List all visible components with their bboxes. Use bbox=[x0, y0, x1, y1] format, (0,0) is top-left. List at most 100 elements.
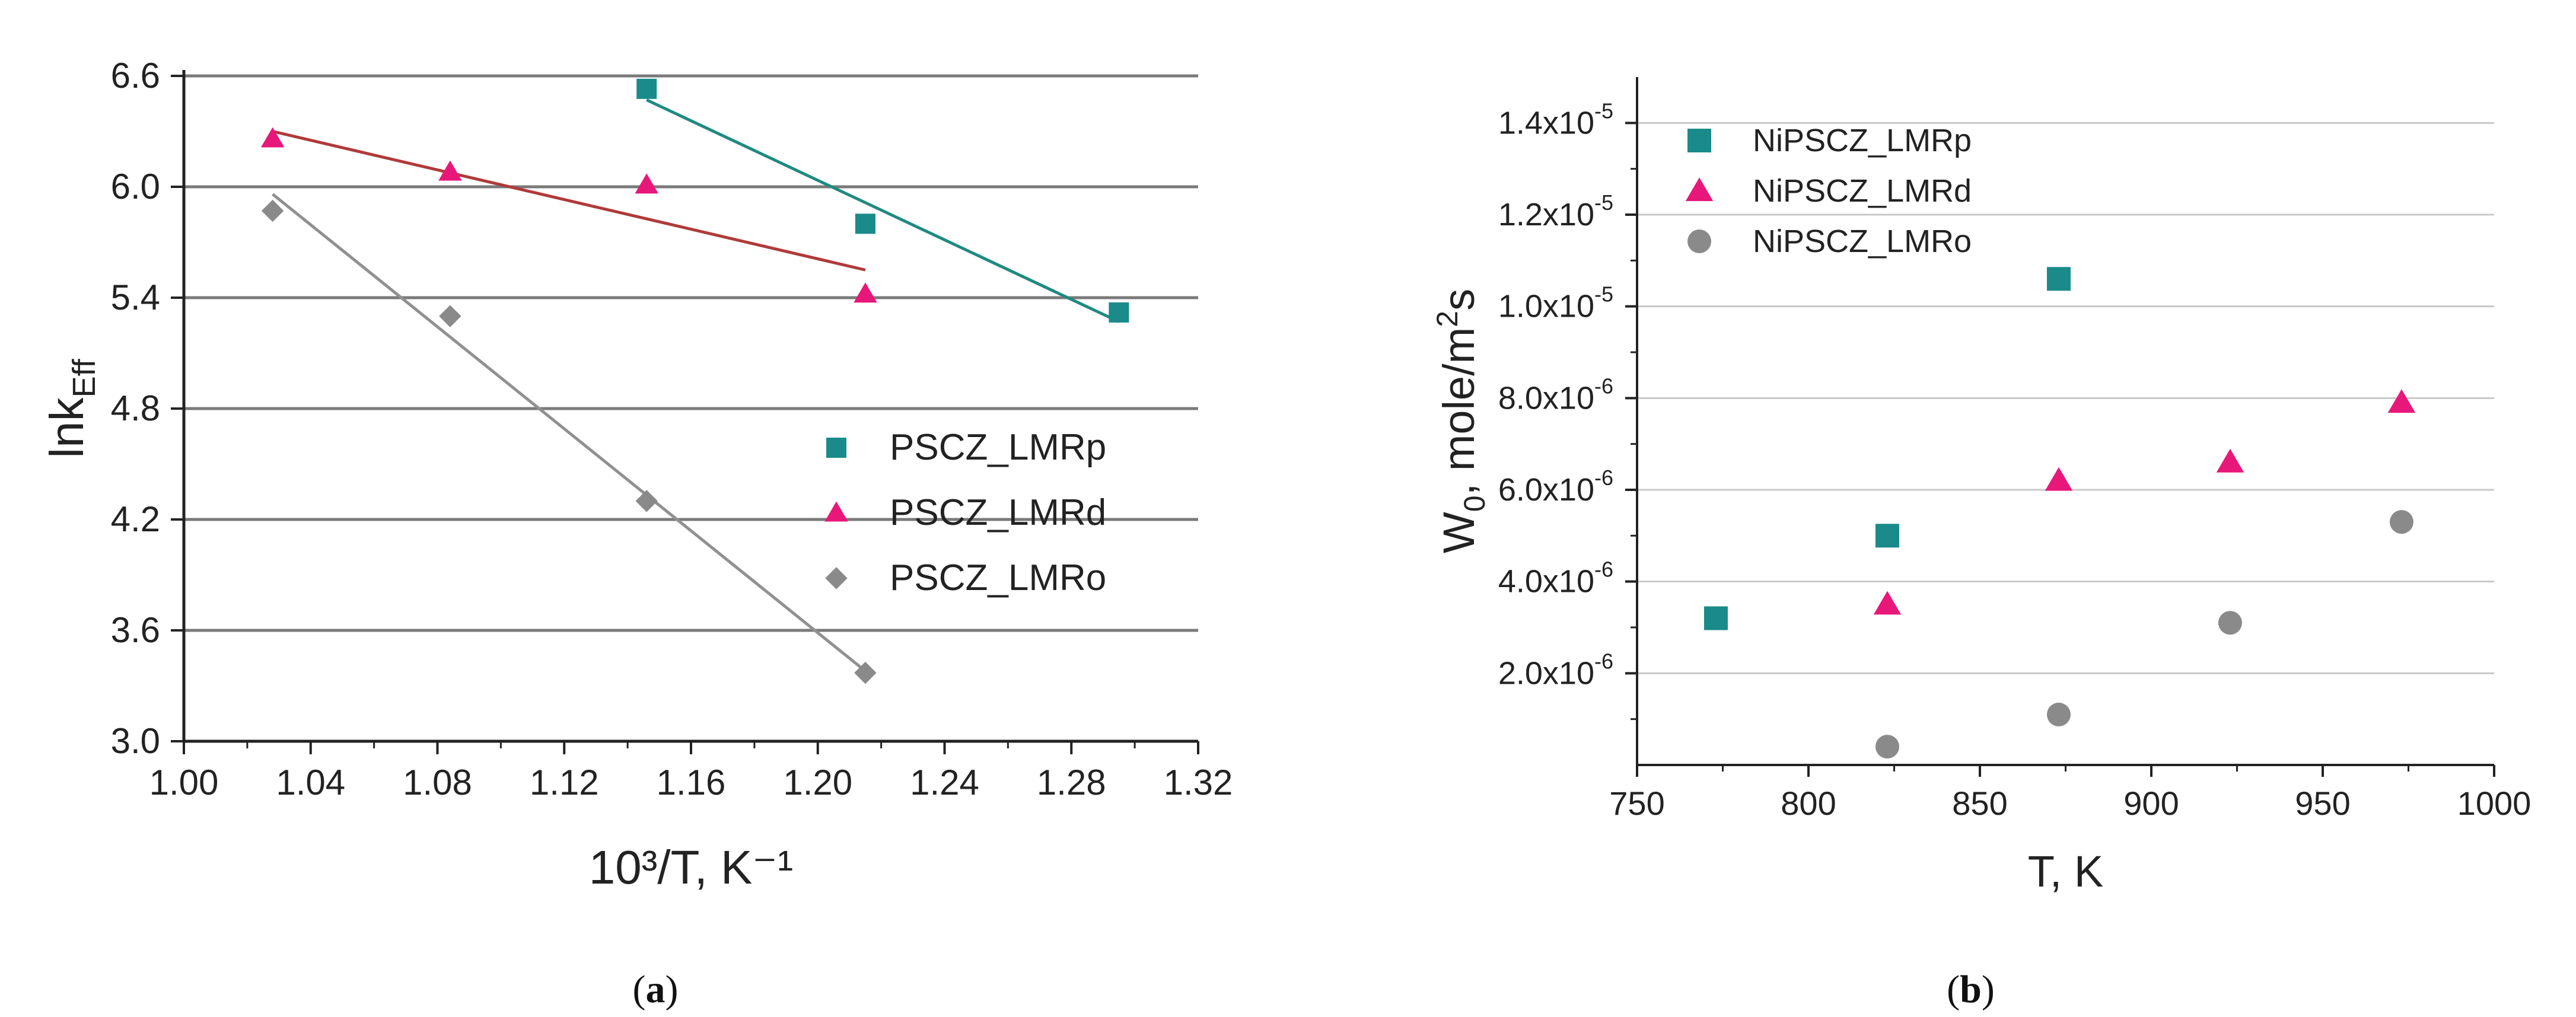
caption-letter-a: a bbox=[646, 968, 666, 1011]
y-tick-label-b: 6.0x10-6 bbox=[1498, 466, 1613, 508]
caption-close-a: ) bbox=[666, 968, 679, 1011]
data-point-a-d bbox=[260, 127, 285, 148]
y-tick-label-a: 6.0 bbox=[111, 167, 160, 206]
data-point-a-d bbox=[854, 282, 877, 303]
legend-marker-a-o bbox=[825, 567, 848, 589]
caption-open-b: ( bbox=[1947, 968, 1960, 1011]
x-tick-label-a: 1.32 bbox=[1164, 763, 1233, 802]
y-tick-label-b: 4.0x10-6 bbox=[1498, 557, 1613, 600]
y-tick-mantissa-b: 1.4x10 bbox=[1498, 105, 1594, 141]
y-tick-exponent-b: -5 bbox=[1594, 282, 1613, 307]
caption-letter-b: b bbox=[1960, 968, 1982, 1011]
data-point-a-d bbox=[635, 173, 658, 194]
x-axis-label-a: 10³/T, K⁻¹ bbox=[589, 841, 794, 894]
y-tick-mantissa-b: 2.0x10 bbox=[1498, 655, 1594, 691]
data-point-b-o bbox=[1875, 735, 1899, 759]
data-point-b-p bbox=[1703, 606, 1728, 630]
y-tick-label-b: 1.2x10-5 bbox=[1498, 190, 1613, 232]
x-tick-label-b: 1000 bbox=[2457, 785, 2532, 822]
y-tick-exponent-b: -6 bbox=[1594, 649, 1613, 673]
legend-label-b-o: NiPSCZ_LMRo bbox=[1753, 224, 1972, 259]
y-axis-label-rest-b: , mole/m bbox=[1434, 327, 1483, 496]
y-tick-label-b: 2.0x10-6 bbox=[1498, 649, 1613, 691]
x-tick-label-a: 1.28 bbox=[1037, 763, 1106, 802]
data-point-b-d bbox=[2387, 389, 2416, 413]
y-axis-label-main-a: lnk bbox=[40, 397, 93, 458]
x-tick-label-a: 1.24 bbox=[910, 763, 979, 802]
data-point-a-o bbox=[261, 199, 284, 222]
legend-marker-a-p bbox=[826, 438, 846, 458]
y-tick-mantissa-b: 6.0x10 bbox=[1498, 472, 1594, 508]
data-point-b-o bbox=[2046, 702, 2071, 726]
x-tick-label-b: 800 bbox=[1781, 785, 1836, 822]
y-tick-exponent-b: -6 bbox=[1594, 374, 1613, 398]
y-tick-label-a: 3.0 bbox=[111, 721, 160, 761]
x-tick-label-a: 1.12 bbox=[530, 763, 599, 802]
y-tick-exponent-b: -5 bbox=[1594, 98, 1613, 123]
y-tick-label-b: 1.4x10-5 bbox=[1498, 98, 1613, 141]
y-tick-label-a: 5.4 bbox=[111, 278, 160, 317]
legend-marker-b-p bbox=[1687, 129, 1711, 152]
x-tick-label-a: 1.00 bbox=[149, 763, 219, 802]
x-tick-label-b: 750 bbox=[1609, 785, 1664, 822]
x-tick-label-b: 950 bbox=[2295, 785, 2350, 822]
y-axis-label-b: W0, mole/m2s bbox=[1431, 289, 1491, 553]
x-tick-label-a: 1.16 bbox=[657, 763, 726, 802]
data-point-b-p bbox=[2046, 267, 2071, 291]
data-point-a-p bbox=[1109, 302, 1129, 323]
data-point-b-o bbox=[2218, 611, 2242, 635]
y-tick-mantissa-b: 4.0x10 bbox=[1498, 564, 1594, 600]
y-tick-label-a: 4.8 bbox=[111, 388, 160, 428]
y-axis-label-sub-a: Eff bbox=[66, 358, 102, 397]
y-tick-mantissa-b: 8.0x10 bbox=[1498, 380, 1594, 416]
legend-marker-a-d bbox=[824, 501, 848, 522]
data-point-a-o bbox=[635, 490, 658, 512]
fit-line-a-o bbox=[272, 193, 867, 672]
y-axis-label-sup-b: 2 bbox=[1431, 311, 1464, 327]
legend-label-b-d: NiPSCZ_LMRd bbox=[1753, 173, 1972, 209]
legend-label-a-p: PSCZ_LMRp bbox=[890, 427, 1106, 468]
x-tick-label-a: 1.20 bbox=[783, 763, 852, 802]
data-point-b-p bbox=[1875, 524, 1899, 548]
y-tick-mantissa-b: 1.0x10 bbox=[1498, 289, 1594, 324]
caption-open-a: ( bbox=[633, 968, 646, 1011]
legend-label-a-d: PSCZ_LMRd bbox=[890, 492, 1106, 533]
y-tick-exponent-b: -5 bbox=[1594, 190, 1613, 215]
legend-marker-b-d bbox=[1685, 177, 1714, 202]
data-point-a-d bbox=[438, 160, 462, 181]
y-tick-label-a: 6.6 bbox=[111, 56, 160, 95]
x-tick-label-a: 1.04 bbox=[276, 763, 345, 802]
y-axis-label-wsub-b: 0 bbox=[1458, 495, 1491, 512]
y-axis-label-end-b: s bbox=[1434, 289, 1483, 311]
y-tick-label-a: 4.2 bbox=[111, 499, 160, 539]
caption-a: (a) bbox=[633, 968, 679, 1011]
legend-marker-b-o bbox=[1687, 229, 1711, 253]
data-point-b-d bbox=[1873, 591, 1902, 615]
fit-line-a-p bbox=[646, 98, 1120, 323]
data-point-b-d bbox=[2216, 448, 2244, 473]
data-point-b-o bbox=[2389, 510, 2413, 534]
legend-label-a-o: PSCZ_LMRo bbox=[890, 557, 1106, 598]
x-axis-label-b: T, K bbox=[2028, 847, 2103, 896]
data-point-b-d bbox=[2045, 467, 2073, 491]
y-tick-label-b: 1.0x10-5 bbox=[1498, 282, 1613, 324]
y-tick-mantissa-b: 1.2x10 bbox=[1498, 197, 1594, 232]
y-tick-exponent-b: -6 bbox=[1594, 466, 1613, 490]
y-axis-label-a: lnkEff bbox=[40, 358, 102, 458]
x-tick-label-b: 850 bbox=[1952, 785, 2007, 822]
fit-line-a-d bbox=[272, 130, 866, 272]
chart-a: 3.0 3.6 4.2 4.8 5.4 6.0 6.6 1.00 1.04 1.08 1.12 1.1… bbox=[40, 56, 1233, 1011]
data-point-a-o bbox=[439, 305, 461, 327]
data-point-a-p bbox=[636, 78, 657, 99]
y-tick-label-b: 8.0x10-6 bbox=[1498, 374, 1613, 416]
data-point-a-p bbox=[855, 213, 875, 234]
x-tick-label-b: 900 bbox=[2123, 785, 2179, 822]
caption-b: (b) bbox=[1947, 968, 1995, 1011]
y-axis-label-w-b: W bbox=[1434, 512, 1483, 553]
x-tick-label-a: 1.08 bbox=[403, 763, 472, 802]
data-point-a-o bbox=[854, 661, 877, 684]
chart-b: 2.0x10-64.0x10-66.0x10-68.0x10-61.0x10-5… bbox=[1431, 77, 2531, 1011]
y-tick-label-a: 3.6 bbox=[111, 610, 160, 650]
caption-close-b: ) bbox=[1982, 968, 1995, 1011]
